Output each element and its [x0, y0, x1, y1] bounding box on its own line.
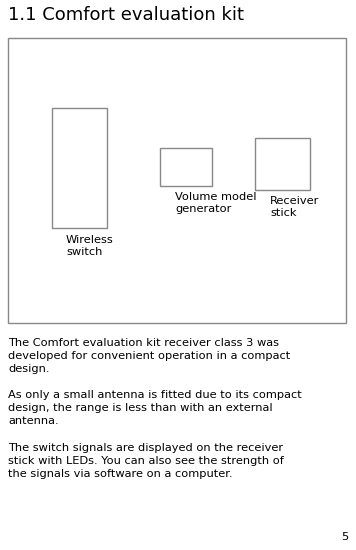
Bar	[255, 138, 310, 190]
Bar	[160, 148, 212, 186]
Text: 5: 5	[341, 532, 348, 542]
Text: The switch signals are displayed on the receiver
stick with LEDs. You can also s: The switch signals are displayed on the …	[8, 443, 284, 478]
Text: Receiver
stick: Receiver stick	[270, 196, 319, 218]
Text: 1.1 Comfort evaluation kit: 1.1 Comfort evaluation kit	[8, 6, 244, 24]
Text: As only a small antenna is fitted due to its compact
design, the range is less t: As only a small antenna is fitted due to…	[8, 390, 302, 426]
Bar	[52, 108, 107, 228]
Text: Volume model
generator: Volume model generator	[175, 192, 257, 214]
Text: Wireless
switch: Wireless switch	[66, 235, 114, 257]
Bar	[8, 38, 346, 323]
Text: The Comfort evaluation kit receiver class 3 was
developed for convenient operati: The Comfort evaluation kit receiver clas…	[8, 338, 290, 373]
